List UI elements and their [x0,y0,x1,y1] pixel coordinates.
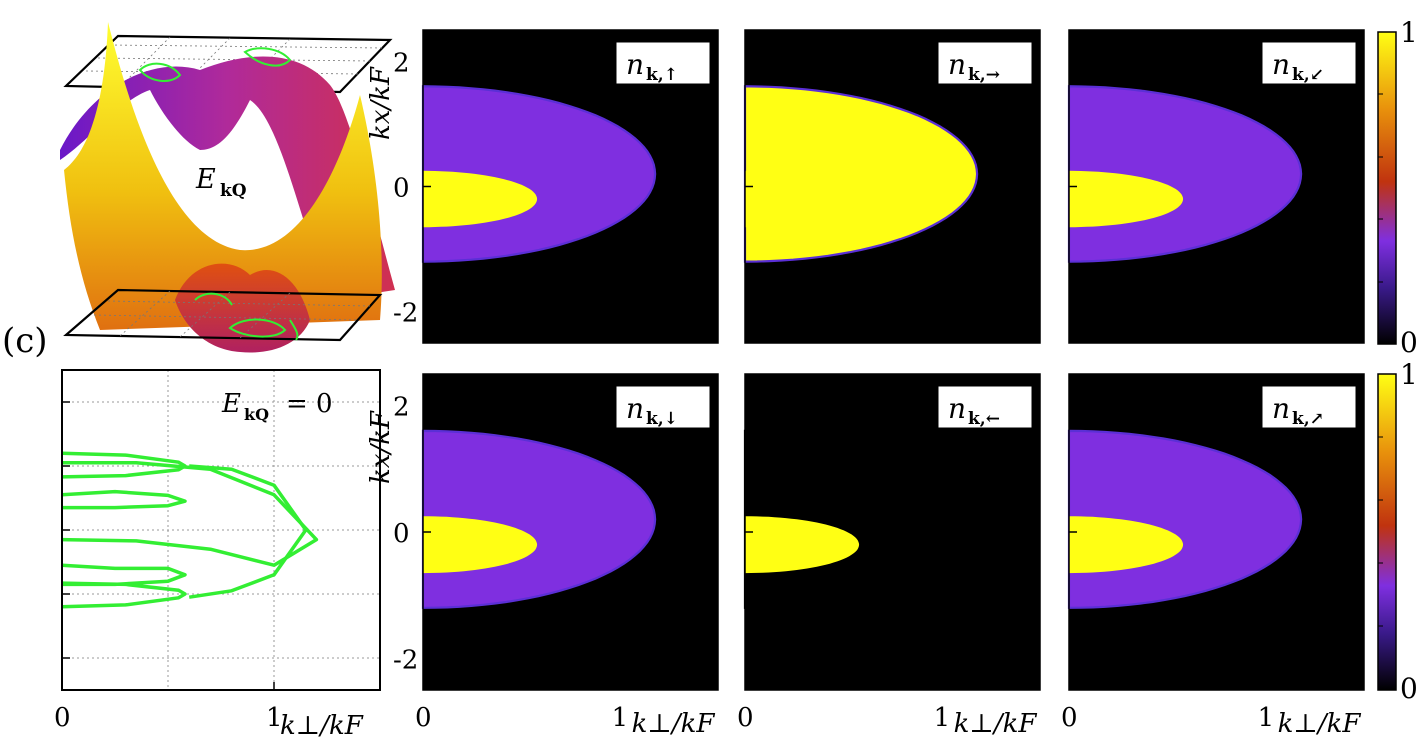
energy-surface-3d: E kQ (c) [2,22,395,361]
heatmap-label-box [615,41,711,85]
colorbar-bottom-max: 1 [1400,358,1418,391]
heatmap-label: n [948,392,966,425]
heatmap-y-tick-label: -2 [393,299,418,329]
contour-line [61,489,187,510]
heatmap-label: n [626,392,644,425]
contour-label-tail: = 0 [286,389,333,419]
bottom-plane [63,288,383,342]
yellow-sheet [64,22,382,330]
heatmap-label-sub: k,↑ [646,65,678,85]
heatmap-panel: 2 0 -2 n k,↓ 0 1 k⊥/kF kx/kF [366,373,719,739]
heatmap-x-tick-label: 0 [1061,703,1078,733]
contour-label: E [221,389,241,419]
heatmap-label-sub: k,→ [968,65,1000,85]
colorbar-bottom: 1 0 [1377,358,1418,705]
heatmap-panel: n k,↗ 0 1 k⊥/kF [1061,373,1365,739]
colorbar-top-max: 1 [1400,16,1418,49]
surface-label-sub: kQ [220,181,247,201]
momentum-distribution-panels: 20-2n k,↑kx/kFn k,→ n k,↙20-2n k,↓0 1 k⊥/kFkx/k… [366,29,1365,739]
heatmap-panel: n k,← 0 1 k⊥/kF [737,373,1041,739]
inner-fermi-region [423,516,538,574]
inner-fermi-region [745,516,860,574]
heatmap-x-tick-label: 0 [415,703,432,733]
heatmap-panel: n k,↙ [1067,29,1365,344]
contour-x-tick-label: 1 [266,703,283,733]
heatmap-label-sub: k,↓ [646,409,678,429]
contour-line [61,563,187,587]
inner-fermi-region [1069,170,1184,228]
heatmap-label-box [615,385,711,429]
heatmap-label: n [1272,48,1290,81]
heatmap-label: n [626,48,644,81]
colorbar-bottom-min: 0 [1400,672,1418,705]
inner-fermi-region [745,170,860,228]
heatmap-label: n [1272,392,1290,425]
heatmap-label-box [1261,41,1357,85]
heatmap-y-tick-label: 2 [393,393,410,423]
heatmap-x-axis-label: k⊥/kF [954,709,1038,739]
contour-line [61,461,319,567]
heatmap-x-tick-label: 1 [934,703,951,733]
top-plane [63,34,393,94]
heatmap-panel: 2 0 -2 n k,↑ kx/kF [366,29,719,344]
panel-label: (c) [2,321,48,361]
heatmap-x-tick-label: 0 [737,703,754,733]
heatmap-y-axis-label: kx/kF [366,66,396,140]
colorbar-top: 1 0 [1377,16,1418,359]
heatmap-y-tick-label: 0 [393,174,410,204]
colorbar-top-bar [1377,31,1397,345]
contour-line [61,581,187,609]
heatmap-label-sub: k,↙ [1292,65,1324,85]
heatmap-panel: n k,→ [743,29,1041,344]
contour-line [188,464,308,599]
surface-label: E [195,164,216,195]
colorbar-top-min: 0 [1400,326,1418,359]
contour-x-tick-label: 0 [54,703,71,733]
heatmap-label-box [1261,385,1357,429]
bottom-lobe [175,263,310,353]
heatmap-label-box [937,41,1033,85]
heatmap-x-tick-label: 1 [612,703,629,733]
colorbar-bottom-bar [1377,373,1397,691]
heatmap-y-tick-label: 0 [393,519,410,549]
heatmap-x-axis-label: k⊥/kF [632,709,716,739]
heatmap-y-axis-label: kx/kF [366,410,396,484]
heatmap-y-tick-label: 2 [393,48,410,78]
contour-label-sub: kQ [244,405,269,424]
inner-fermi-region [423,170,538,228]
heatmap-x-tick-label: 1 [1258,703,1275,733]
heatmap-x-axis-label: k⊥/kF [1278,709,1362,739]
contour-plot: 0 1k⊥/kF E kQ = 0 [54,369,381,741]
inner-fermi-region [1069,516,1184,574]
heatmap-label-box [937,385,1033,429]
contour-x-axis-label: k⊥/kF [280,711,364,741]
heatmap-label-sub: k,← [968,409,1000,429]
heatmap-label: n [948,48,966,81]
heatmap-y-tick-label: -2 [393,645,418,675]
heatmap-label-sub: k,↗ [1292,409,1324,429]
